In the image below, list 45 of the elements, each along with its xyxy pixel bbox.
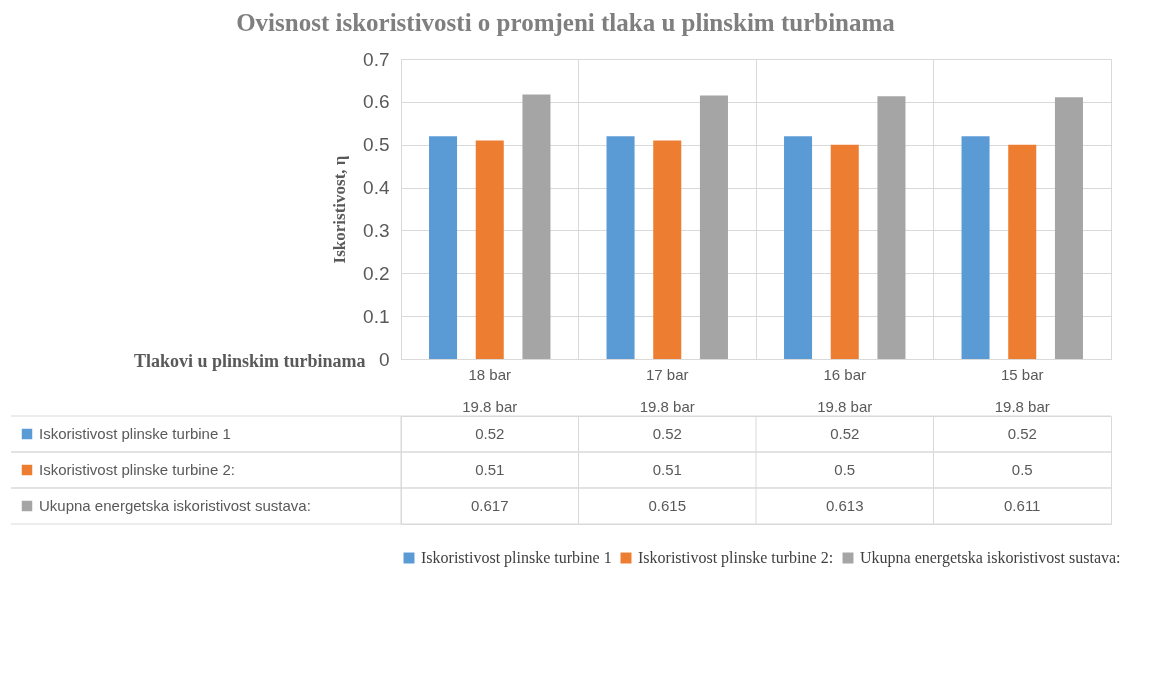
bar <box>784 136 813 359</box>
bar <box>961 136 990 359</box>
data-label: 0.52 <box>475 425 505 442</box>
bar <box>606 136 635 359</box>
bar <box>699 95 728 359</box>
x-tick-label: 17 bar 19.8 bar <box>639 365 695 415</box>
data-label: 0.52 <box>1007 425 1037 442</box>
data-label: 0.617 <box>470 497 509 514</box>
y-tick-label: 0.6 <box>363 91 390 113</box>
data-label: 0.52 <box>830 425 860 442</box>
data-label: 0.613 <box>825 497 864 514</box>
legend-label: Iskoristivost plinske turbine 2: <box>638 549 834 567</box>
bar <box>522 94 551 359</box>
bar <box>1054 97 1083 359</box>
data-label: 0.611 <box>1004 497 1041 514</box>
bar <box>429 136 458 359</box>
bar <box>1008 144 1037 359</box>
bar <box>475 140 504 359</box>
data-label: 0.52 <box>652 425 682 442</box>
y-tick-label: 0.1 <box>363 305 390 327</box>
data-label: 0.5 <box>1011 461 1033 478</box>
y-tick-label: 0.2 <box>363 262 390 284</box>
text: Iskoristivost plinske turbine 1 <box>39 425 231 442</box>
text: Ukupna energetska iskoristivost sustava: <box>39 497 311 514</box>
data-label: 0.615 <box>648 497 687 514</box>
legend-label: Ukupna energetska iskoristivost sustava: <box>860 549 1121 567</box>
y-tick-label: 0.7 <box>363 48 390 70</box>
y-tick-label: 0.4 <box>363 177 390 199</box>
x-axis-title: Tlakovi u plinskim turbinama <box>133 350 366 371</box>
data-label: 0.51 <box>652 461 682 478</box>
bar <box>830 144 859 359</box>
x-tick-label: 15 bar 19.8 bar <box>994 365 1050 415</box>
text: Iskoristivost plinske turbine 2: <box>39 461 235 478</box>
legend-label: Iskoristivost plinske turbine 1 <box>421 549 612 567</box>
chart-title: Ovisnost iskoristivosti o promjeni tlaka u plinskim turbinama <box>236 8 896 36</box>
x-tick-label: 16 bar 19.8 bar <box>817 365 873 415</box>
bar <box>877 96 906 359</box>
y-tick-label: 0 <box>378 348 390 370</box>
bar <box>653 140 682 359</box>
data-label: 0.51 <box>475 461 505 478</box>
data-label: 0.5 <box>834 461 856 478</box>
y-axis-title: Iskoristivost, η <box>330 155 350 264</box>
y-tick-label: 0.3 <box>363 219 390 241</box>
y-tick-label: 0.5 <box>363 134 390 156</box>
x-tick-label: 18 bar 19.8 bar <box>462 365 518 415</box>
